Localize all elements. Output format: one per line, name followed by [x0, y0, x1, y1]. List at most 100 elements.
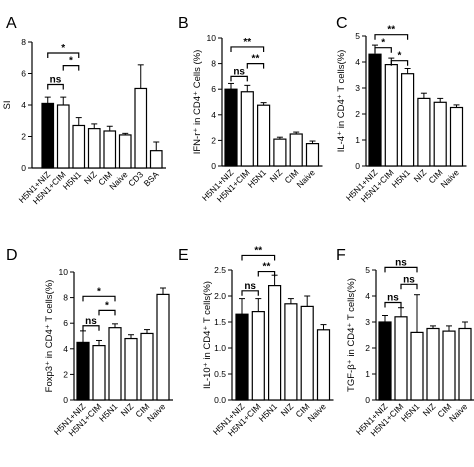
y-tick-label: 8	[21, 37, 26, 47]
significance-label: **	[387, 25, 395, 36]
y-tick-label: 10	[207, 33, 217, 43]
y-tick-label: 0.0	[214, 395, 226, 405]
significance-bracket	[241, 254, 276, 261]
bar	[257, 104, 271, 167]
y-tick-label: 6	[21, 69, 26, 79]
category-label: NIZ	[421, 401, 438, 418]
significance-label: **	[254, 245, 262, 256]
bar	[316, 329, 331, 401]
significance-label: ns	[395, 257, 407, 268]
significance-bracket	[257, 270, 276, 277]
bar	[224, 88, 238, 167]
y-tick-label: 5	[355, 31, 360, 41]
category-label: Naive	[447, 401, 470, 424]
bar	[41, 102, 55, 169]
category-label: NIZ	[268, 167, 285, 184]
panel-label: A	[6, 15, 17, 32]
y-tick-label: 8	[63, 293, 68, 303]
category-label: H5N1	[390, 167, 413, 190]
significance-bracket	[47, 83, 64, 90]
panel-label: B	[178, 15, 189, 32]
bar	[134, 87, 148, 169]
category-label: H5N1	[97, 401, 120, 424]
panel-a: A02468SIH5N1+NIZH5N1+CIMH5N1NIZCIMNaiveC…	[2, 15, 166, 206]
bar	[118, 134, 132, 169]
bar	[300, 305, 314, 401]
bar	[87, 128, 101, 169]
significance-bracket	[384, 266, 418, 273]
y-tick-label: 2	[365, 343, 370, 353]
y-tick-label: 5	[365, 265, 370, 275]
significance-label: ns	[244, 281, 256, 292]
significance-label: *	[381, 38, 385, 49]
significance-label: *	[97, 286, 101, 297]
bar	[72, 124, 86, 169]
significance-bracket	[47, 52, 80, 59]
y-tick-label: 1.0	[214, 343, 226, 353]
significance-label: ns	[233, 66, 245, 77]
bar	[268, 285, 282, 401]
y-axis-label: IFN-r⁺ in CD4⁺ Cells (%)	[192, 50, 203, 155]
y-axis-label: IL-4⁺ in CD4⁺ T cells(%)	[336, 50, 347, 153]
panel-label: E	[178, 247, 189, 264]
panel-label: D	[6, 247, 18, 264]
y-tick-label: 2	[355, 109, 360, 119]
category-label: H5N1	[246, 167, 269, 190]
bar	[401, 73, 415, 167]
significance-label: **	[243, 37, 251, 48]
category-label: Naive	[294, 167, 317, 190]
significance-label: ns	[387, 293, 399, 304]
significance-bracket	[230, 46, 265, 52]
y-tick-label: 3	[355, 83, 360, 93]
bar	[458, 327, 472, 401]
significance-bracket	[82, 295, 116, 302]
y-tick-label: 10	[59, 267, 69, 277]
bar	[426, 327, 440, 401]
bar	[235, 313, 249, 401]
bar	[92, 345, 106, 401]
bar	[394, 316, 408, 401]
significance-bracket	[390, 60, 409, 66]
y-tick-label: 0	[21, 163, 26, 173]
category-label: NIZ	[82, 169, 99, 186]
y-tick-label: 0	[365, 395, 370, 405]
y-tick-label: 1.5	[214, 317, 226, 327]
y-tick-label: 0	[63, 395, 68, 405]
bar	[149, 150, 163, 169]
significance-bracket	[230, 75, 248, 82]
bar	[433, 101, 447, 167]
category-label: H5N1	[257, 401, 280, 424]
bar	[251, 311, 265, 401]
significance-label: **	[263, 262, 271, 273]
significance-bracket	[374, 47, 392, 53]
y-tick-label: 6	[211, 84, 216, 94]
significance-bracket	[98, 309, 116, 316]
bar	[442, 330, 456, 401]
y-tick-label: 3	[365, 317, 370, 327]
bar	[140, 332, 154, 401]
bar	[103, 130, 117, 169]
significance-bracket	[246, 63, 265, 69]
significance-label: *	[397, 51, 401, 62]
bar	[284, 303, 298, 401]
significance-label: *	[69, 56, 73, 67]
panel-label: F	[336, 247, 346, 264]
significance-bracket	[384, 301, 402, 308]
significance-bracket	[400, 283, 418, 290]
y-tick-label: 4	[21, 100, 26, 110]
panel-e: E 0.0 0.5 1.0 1.5 2.0 2.5IL-10⁺ in CD4⁺ T cell…	[178, 245, 334, 438]
y-tick-label: 4	[211, 110, 216, 120]
bar	[384, 63, 398, 167]
category-label: NIZ	[279, 401, 296, 418]
significance-bracket	[62, 65, 80, 71]
y-tick-label: 1	[365, 369, 370, 379]
bar	[240, 91, 254, 167]
y-axis-label: SI	[2, 101, 13, 110]
y-tick-label: 0	[355, 161, 360, 171]
significance-bracket	[374, 34, 409, 40]
y-tick-label: 4	[365, 291, 370, 301]
y-axis-label: Foxp3⁺ in CD4⁺ T cells(%)	[44, 280, 55, 393]
